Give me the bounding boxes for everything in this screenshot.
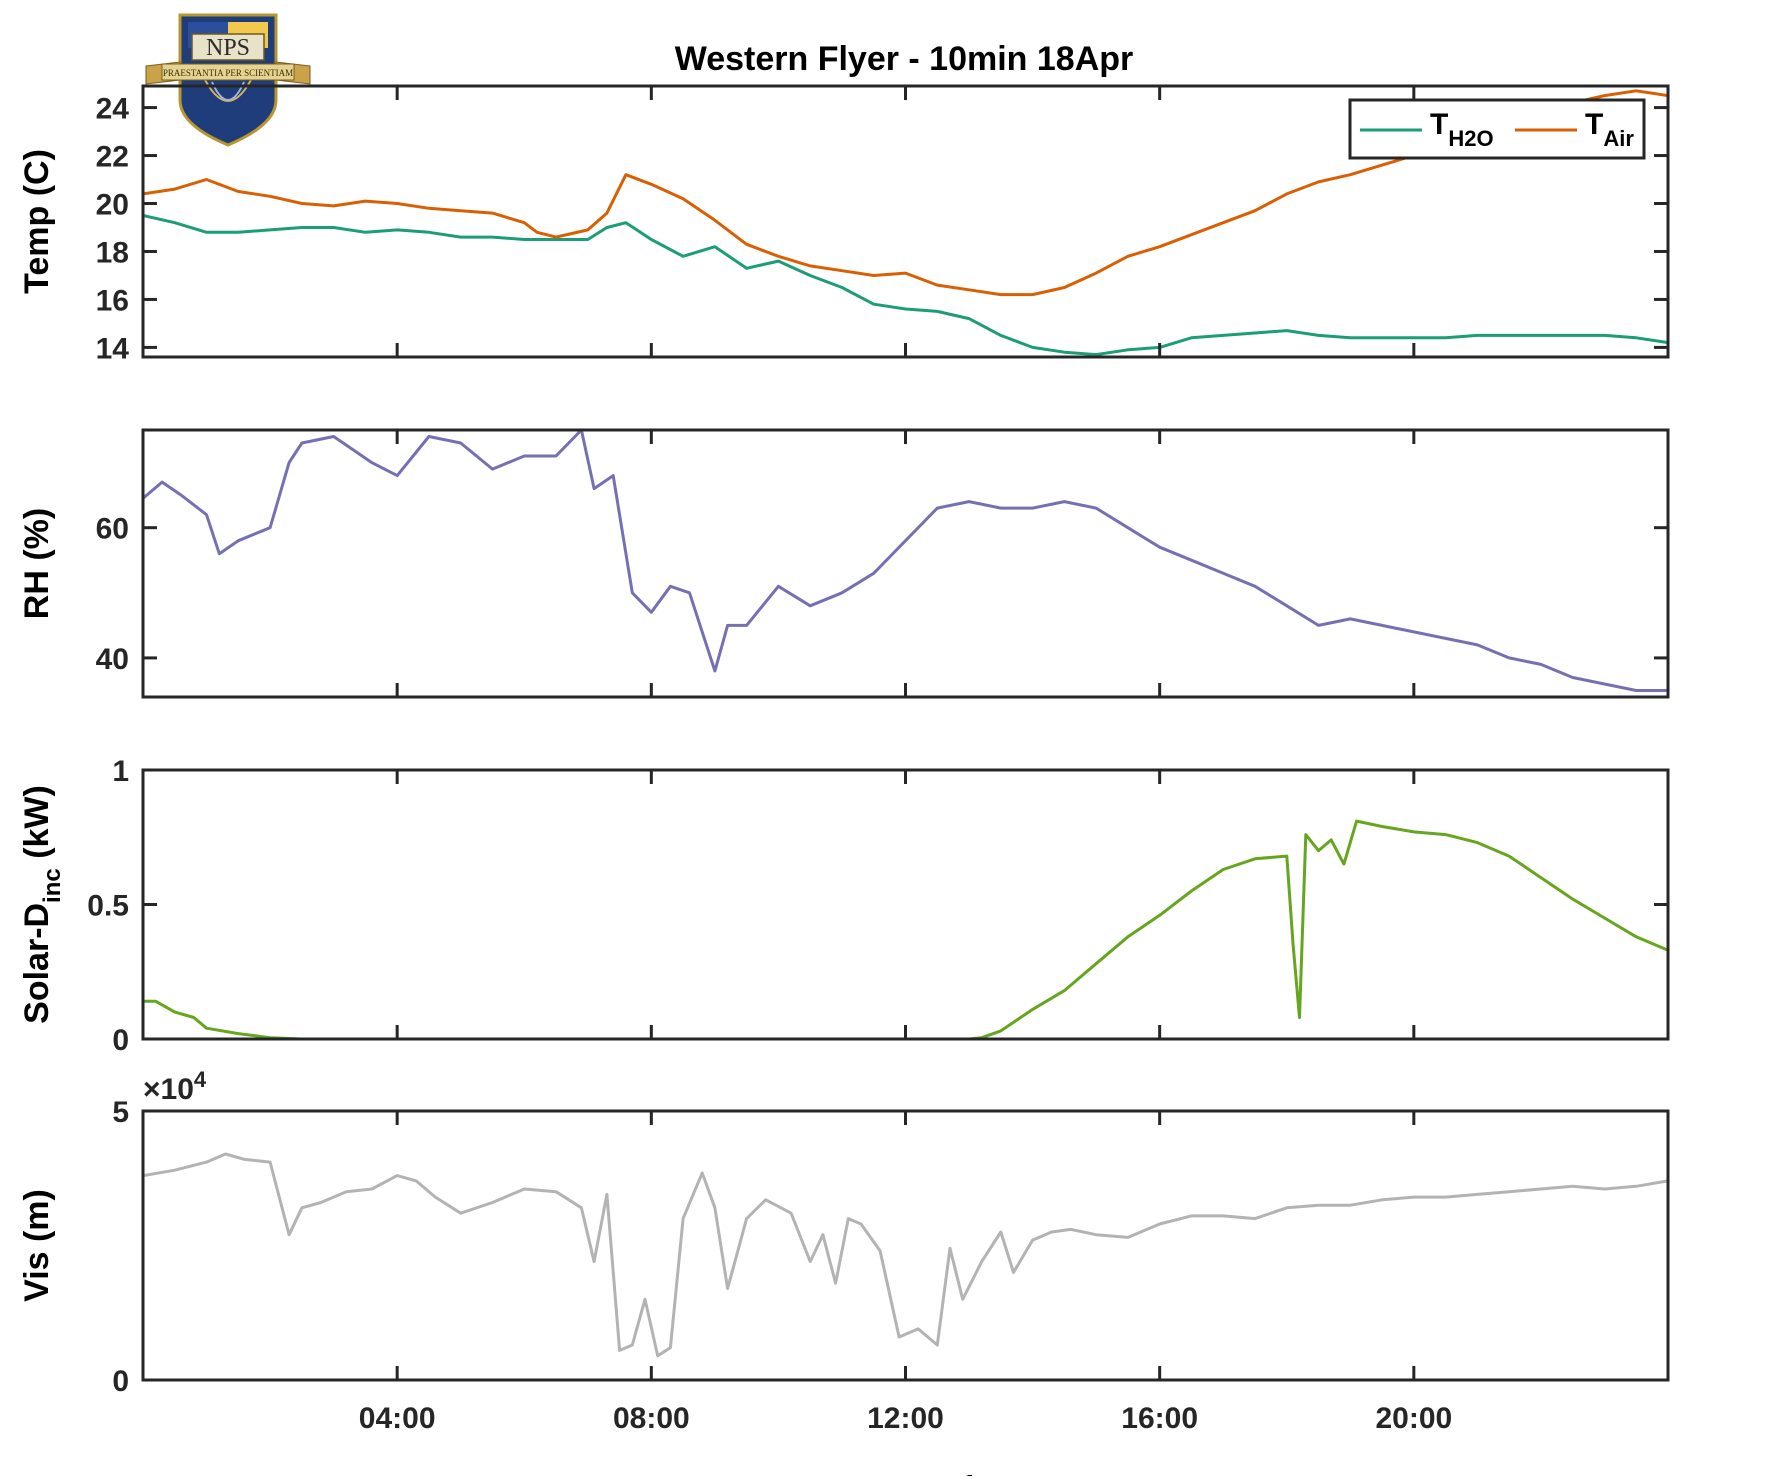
y-tick-label: 5: [112, 1096, 129, 1129]
logo-motto: PRAESTANTIA PER SCIENTIAM: [163, 68, 293, 78]
y-tick-label: 20: [96, 189, 129, 222]
y-exponent-power: 4: [194, 1067, 207, 1092]
date-label: Apr 18, 2025: [1461, 1474, 1638, 1476]
series-line-1-1: [143, 214, 1668, 357]
y-axis-label: Vis (m): [18, 1189, 56, 1302]
series-line-3-1: [143, 819, 1668, 1039]
x-tick-label: 04:00: [359, 1402, 436, 1435]
y-tick-label: 0.5: [87, 890, 129, 923]
y-tick-label: 24: [96, 93, 130, 126]
legend-entry-sub: H2O: [1448, 126, 1493, 151]
panel-3: 0 0.5 1 Solar-Dinc (kW): [18, 755, 1670, 1057]
y-axis-label: Temp (C): [18, 149, 56, 294]
y-axis-label-main: Temp (C): [18, 149, 56, 294]
y-axis-label: Solar-Dinc (kW): [18, 785, 66, 1024]
panel-4: 0 5 Vis (m) ×104 04:00 08:00 12:00 16:00 20:00 UT…: [18, 1067, 1670, 1476]
y-axis-label: RH (%): [18, 508, 56, 619]
legend-entry-main: T: [1430, 108, 1448, 141]
y-tick-label: 0: [112, 1024, 129, 1057]
y-axis-label-sub: inc: [39, 868, 66, 903]
legend: TH2O TAir: [1348, 98, 1646, 160]
legend-entry: TH2O: [1430, 108, 1494, 151]
legend-entry-main: T: [1585, 108, 1603, 141]
y-axis-label-main: RH (%): [18, 508, 56, 619]
x-tick-label: 08:00: [613, 1402, 690, 1435]
y-tick-label: 16: [96, 284, 129, 317]
x-tick-label: 16:00: [1121, 1402, 1198, 1435]
x-axis-label: UTC Ti: [866, 1470, 975, 1476]
y-tick-label: 22: [96, 141, 129, 174]
y-tick-label: 0: [112, 1365, 129, 1398]
y-exponent-label: ×104: [143, 1067, 207, 1106]
y-tick-label: 18: [96, 236, 129, 269]
panel-2: 40 60 RH (%): [18, 428, 1670, 699]
y-tick-label: 14: [96, 332, 130, 365]
logo-lettering: NPS: [206, 35, 250, 61]
y-axis-label-main: Solar-D: [18, 903, 56, 1024]
y-tick-label: 40: [96, 643, 129, 676]
y-tick-label: 1: [112, 755, 129, 788]
chart-title: Western Flyer - 10min 18Apr: [675, 40, 1134, 78]
x-tick-label: 20:00: [1375, 1402, 1452, 1435]
legend-entry: TAir: [1585, 108, 1634, 151]
y-axis-label-main: Vis (m): [18, 1189, 56, 1302]
y-exponent-base: ×10: [143, 1073, 194, 1106]
axes-box-4: [141, 1109, 1670, 1382]
series-line-2-1: [143, 430, 1668, 692]
series-line-4-1: [143, 1152, 1668, 1358]
x-tick-label: 12:00: [867, 1402, 944, 1435]
y-axis-label-unit: (kW): [18, 785, 56, 868]
nps-logo: NPS PRAESTANTIA PER SCIENTIAM: [145, 13, 311, 147]
axes-box-2: [141, 428, 1670, 699]
axes-box-3: [141, 768, 1670, 1041]
legend-entry-sub: Air: [1603, 126, 1634, 151]
y-tick-label: 60: [96, 513, 129, 546]
